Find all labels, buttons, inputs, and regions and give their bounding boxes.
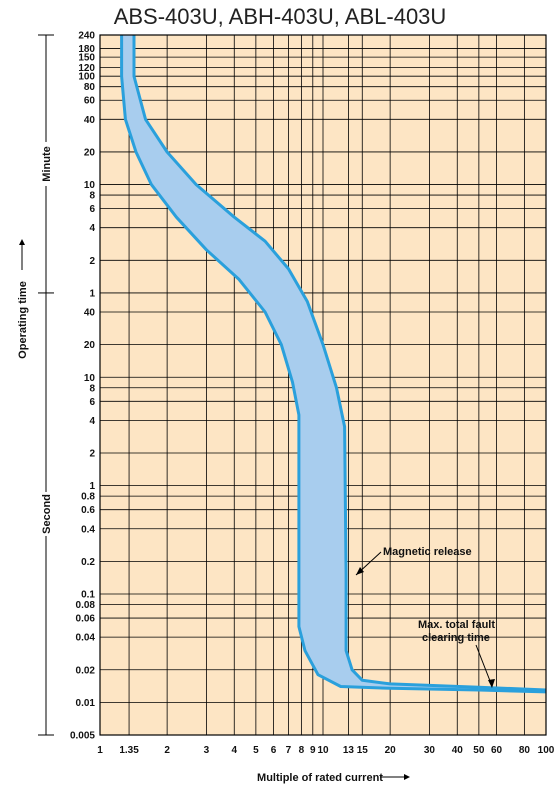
y-axis-arrow-head bbox=[19, 239, 25, 245]
x-tick-label: 4 bbox=[231, 745, 237, 756]
second-label: Second bbox=[41, 494, 53, 534]
x-tick-label: 8 bbox=[299, 745, 305, 756]
y-tick-label: 20 bbox=[84, 147, 96, 158]
y-tick-label: 1 bbox=[89, 481, 95, 492]
y-tick-label: 0.1 bbox=[81, 590, 95, 601]
x-tick-label: 9 bbox=[310, 745, 316, 756]
x-tick-label: 100 bbox=[538, 745, 555, 756]
y-tick-label: 60 bbox=[84, 96, 96, 107]
y-tick-label: 10 bbox=[84, 373, 96, 384]
x-tick-label: 15 bbox=[357, 745, 369, 756]
y-tick-label: 10 bbox=[84, 180, 96, 191]
x-tick-label: 3 bbox=[204, 745, 210, 756]
annotation-arrow bbox=[488, 679, 495, 688]
y-tick-label: 0.8 bbox=[81, 492, 95, 503]
annotation-clearing-time: clearing time bbox=[422, 632, 490, 644]
y-tick-label: 0.08 bbox=[76, 600, 96, 611]
y-tick-label: 0.005 bbox=[70, 731, 95, 742]
x-tick-label: 6 bbox=[271, 745, 277, 756]
x-tick-label: 7 bbox=[286, 745, 292, 756]
y-tick-label: 0.6 bbox=[81, 505, 95, 516]
y-tick-label: 1 bbox=[89, 288, 95, 299]
y-tick-label: 20 bbox=[84, 340, 96, 351]
x-tick-label: 1.35 bbox=[119, 745, 139, 756]
band-edge-left bbox=[120, 35, 547, 694]
annotation-arrow bbox=[356, 567, 364, 575]
grid bbox=[99, 34, 547, 736]
y-tick-label: 0.04 bbox=[76, 633, 96, 644]
x-tick-label: 30 bbox=[424, 745, 436, 756]
y-tick-label: 120 bbox=[78, 63, 95, 74]
y-tick-label: 100 bbox=[78, 72, 95, 83]
y-tick-label: 6 bbox=[89, 204, 95, 215]
y-tick-label: 2 bbox=[89, 449, 95, 460]
x-tick-label: 20 bbox=[385, 745, 397, 756]
y-tick-label: 0.4 bbox=[81, 524, 95, 535]
x-tick-label: 60 bbox=[491, 745, 503, 756]
annotation-magnetic-release: Magnetic release bbox=[383, 546, 472, 558]
x-axis-arrow-head bbox=[404, 774, 410, 780]
x-tick-label: 1 bbox=[97, 745, 103, 756]
x-tick-label: 10 bbox=[317, 745, 329, 756]
y-tick-label: 4 bbox=[89, 416, 95, 427]
x-tick-label: 2 bbox=[164, 745, 170, 756]
y-tick-label: 240 bbox=[78, 31, 95, 42]
band-edge-right bbox=[132, 35, 547, 692]
y-tick-label: 4 bbox=[89, 223, 95, 234]
y-tick-label: 6 bbox=[89, 397, 95, 408]
annotation-max-fault: Max. total fault bbox=[418, 619, 495, 631]
annotations: Magnetic release Max. total faultclearing… bbox=[355, 546, 495, 688]
y-tick-label: 2 bbox=[89, 256, 95, 267]
y-tick-label: 0.01 bbox=[76, 698, 96, 709]
annotation-leader bbox=[475, 644, 493, 687]
y-tick-label: 40 bbox=[84, 308, 96, 319]
x-tick-label: 13 bbox=[343, 745, 355, 756]
y-tick-label: 40 bbox=[84, 115, 96, 126]
y-axis-label: Operating time bbox=[17, 281, 29, 359]
y-tick-label: 0.2 bbox=[81, 557, 95, 568]
operating-band bbox=[120, 35, 547, 694]
x-tick-label: 40 bbox=[452, 745, 464, 756]
y-tick-label: 150 bbox=[78, 53, 95, 64]
x-tick-labels: 1 1.35 2 3 4 5 6 7 8 9 10 13 15 20 30 40 50 60 80 100 bbox=[97, 745, 555, 756]
x-tick-label: 80 bbox=[519, 745, 531, 756]
x-tick-label: 50 bbox=[473, 745, 485, 756]
band-fill bbox=[121, 35, 546, 692]
y-tick-label: 0.06 bbox=[76, 614, 96, 625]
minute-label: Minute bbox=[41, 146, 53, 181]
axis-labels: Multiple of rated current Operating time M… bbox=[17, 34, 410, 784]
second-label-bg bbox=[39, 491, 53, 536]
minute-label-bg bbox=[39, 141, 53, 186]
plot-border bbox=[99, 34, 547, 736]
y-tick-label: 8 bbox=[89, 383, 95, 394]
x-tick-label: 5 bbox=[253, 745, 259, 756]
x-axis-label: Multiple of rated current bbox=[257, 772, 383, 784]
y-tick-label: 80 bbox=[84, 82, 96, 93]
y-tick-label: 180 bbox=[78, 44, 95, 55]
y-tick-labels: 2401801501201008060402010864214020108642… bbox=[70, 31, 95, 742]
y-tick-label: 0.02 bbox=[76, 665, 96, 676]
chart-title: ABS-403U, ABH-403U, ABL-403U bbox=[113, 4, 447, 29]
y-tick-label: 8 bbox=[89, 191, 95, 202]
plot-frame bbox=[99, 34, 547, 736]
